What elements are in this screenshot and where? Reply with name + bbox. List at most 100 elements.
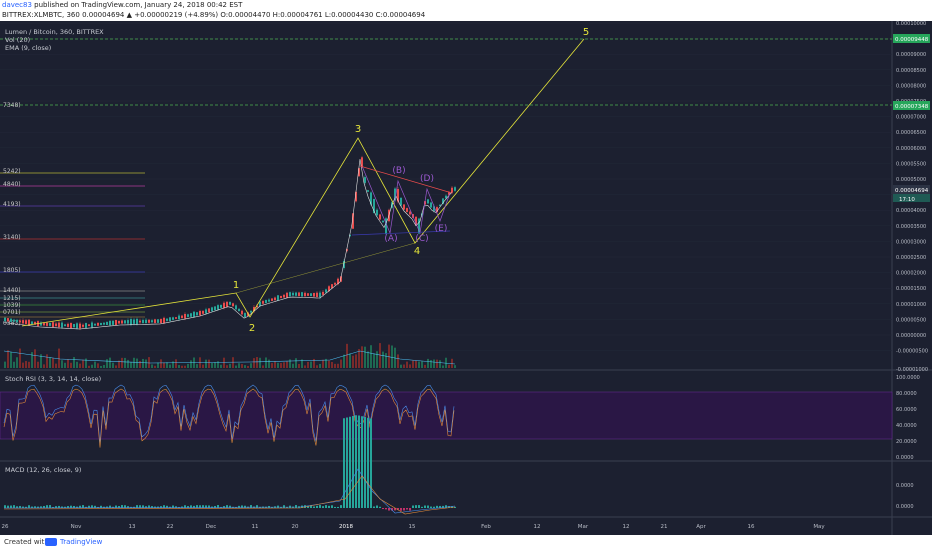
volume-bar [16, 357, 18, 368]
volume-bar [58, 348, 60, 368]
macd-histogram-bar [166, 505, 168, 508]
volume-bar [25, 360, 27, 368]
macd-histogram-bar [205, 505, 207, 508]
triangle-upper [359, 165, 453, 194]
volume-bar [412, 360, 414, 368]
macd-histogram-bar [382, 508, 384, 510]
volume-bar [271, 363, 273, 368]
candle [121, 320, 123, 324]
candle [187, 314, 189, 317]
candle [250, 310, 252, 313]
candle [43, 322, 45, 326]
candle [22, 320, 24, 324]
volume-bar [409, 364, 411, 368]
macd-histogram-bar [187, 506, 189, 508]
macd-histogram-bar [433, 506, 435, 508]
volume-bar [286, 361, 288, 368]
macd-histogram-bar [442, 505, 444, 508]
candle [361, 157, 363, 167]
volume-bar [55, 363, 57, 368]
price-tick-label: 0.00007000 [896, 115, 926, 121]
time-tick-label: 13 [129, 524, 136, 530]
volume-bar [106, 359, 108, 368]
candle [181, 315, 183, 318]
macd-histogram-bar [394, 508, 396, 511]
candle [244, 313, 246, 318]
macd-histogram-bar [82, 505, 84, 508]
volume-bar [358, 349, 360, 368]
volume-bar [220, 364, 222, 368]
candle [106, 321, 108, 325]
macd-histogram-bar [367, 417, 369, 508]
volume-bar [121, 357, 123, 368]
volume-bar [340, 359, 342, 368]
volume-bar [355, 354, 357, 368]
volume-bar [217, 361, 219, 368]
macd-histogram-bar [127, 506, 129, 508]
candle [73, 324, 75, 328]
candle [427, 199, 429, 204]
volume-bar [4, 361, 6, 368]
volume-bar [196, 364, 198, 368]
macd-histogram-bar [142, 505, 144, 508]
symbol-legend: Lumen / Bitcoin, 360, BITTREX [5, 28, 104, 36]
candle [97, 322, 99, 326]
volume-bar [19, 348, 21, 368]
macd-histogram-bar [196, 505, 198, 508]
volume-ma-line [3, 350, 456, 365]
macd-histogram-bar [19, 505, 21, 508]
candle [133, 319, 135, 324]
volume-bar [391, 345, 393, 368]
volume-bar [34, 349, 36, 368]
chart-canvas[interactable]: 0.000100000.000095000.000090000.00008500… [0, 21, 932, 535]
macd-histogram-bar [34, 506, 36, 508]
candle [253, 306, 255, 312]
volume-bar [337, 363, 339, 368]
candle [313, 292, 315, 297]
candle [445, 195, 447, 199]
macd-histogram-bar [85, 506, 87, 508]
volume-bar [172, 361, 174, 368]
candle [217, 305, 219, 310]
volume-bar [292, 363, 294, 368]
volume-bar [109, 357, 111, 368]
fib-level-label: 1215) [3, 295, 21, 302]
volume-bar [256, 357, 258, 368]
candle [310, 293, 312, 297]
chart-area[interactable]: 0.000100000.000095000.000090000.00008500… [0, 21, 932, 535]
macd-histogram-bar [28, 505, 30, 508]
candle [4, 317, 6, 322]
volume-bar [214, 362, 216, 368]
chart-header: davec83 published on TradingView.com, Ja… [0, 0, 932, 21]
author-link[interactable]: davec83 [2, 1, 32, 9]
volume-bar [151, 364, 153, 368]
price-tag [893, 185, 930, 194]
macd-histogram-bar [307, 505, 309, 508]
published-text: published on TradingView.com, January 24… [31, 1, 243, 9]
candle [283, 294, 285, 298]
volume-bar [379, 343, 381, 368]
price-tick-label: 0.00008000 [896, 83, 926, 89]
candle [340, 276, 342, 282]
volume-bar [247, 365, 249, 368]
tradingview-link[interactable]: TradingView [60, 538, 103, 546]
candle [67, 323, 69, 327]
stoch-tick-label: 60.0000 [896, 407, 917, 413]
price-tick-label: 0.00002000 [896, 271, 926, 277]
volume-bar [250, 363, 252, 368]
candle [379, 214, 381, 220]
macd-histogram-bar [346, 417, 348, 508]
macd-histogram-bar [325, 505, 327, 508]
candle [85, 323, 87, 328]
candle [169, 317, 171, 322]
fib-level-label: 1440) [3, 287, 21, 294]
price-tag-label: 0.00009448 [895, 37, 929, 43]
macd-histogram-bar [139, 505, 141, 508]
price-tick-label: 0.00008500 [896, 68, 926, 74]
volume-bar [295, 358, 297, 368]
macd-histogram-bar [391, 508, 393, 511]
volume-bar [346, 343, 348, 368]
candle [292, 292, 294, 296]
volume-bar [418, 361, 420, 368]
candle [34, 321, 36, 325]
